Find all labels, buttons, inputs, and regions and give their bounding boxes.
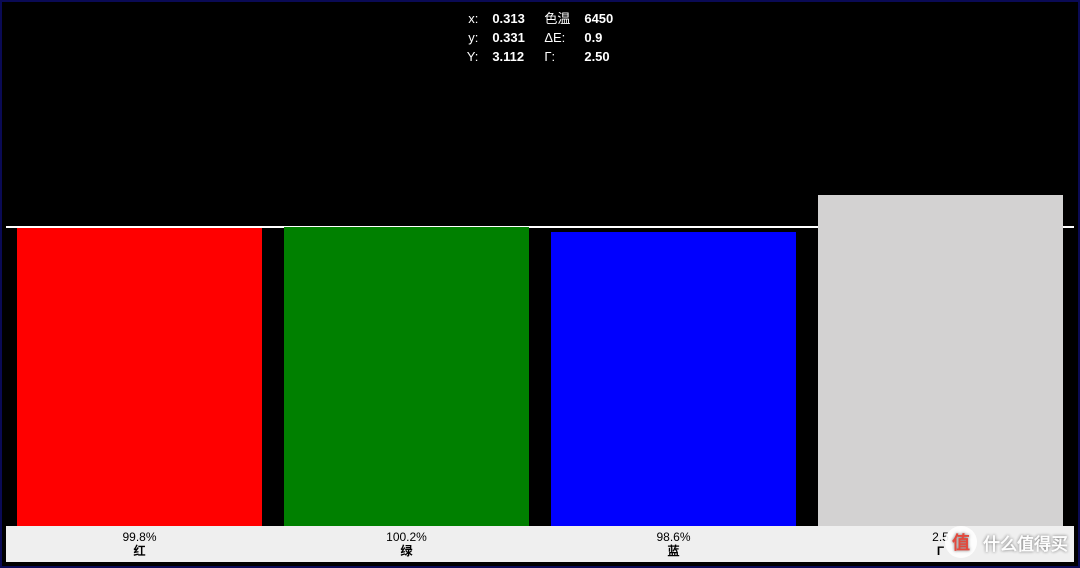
calibration-readout: x: 0.313 色温 6450 y: 0.331 ΔE: 0.9 Y: 3.1… (467, 12, 614, 63)
readout-gamma-label: Γ: (544, 50, 570, 63)
readout-bigy-label: Y: (467, 50, 479, 63)
bar-slot-green (273, 192, 540, 526)
bar-blue (551, 232, 797, 526)
readout-deltae-value: 0.9 (584, 31, 613, 44)
bar-green-percent: 100.2% (386, 530, 427, 544)
readout-y-value: 0.331 (492, 31, 530, 44)
readout-x-value: 0.313 (492, 12, 530, 25)
rgb-balance-chart: 99.8% 红 100.2% 绿 98.6% 蓝 2.5 Γ (6, 192, 1074, 562)
bar-red (17, 228, 263, 526)
bar-green-name: 绿 (400, 544, 412, 558)
bar-slot-blue (540, 192, 807, 526)
label-cell-green: 100.2% 绿 (273, 526, 540, 562)
bar-green (284, 227, 530, 526)
bar-red-percent: 99.8% (122, 530, 156, 544)
bar-slot-gamma (807, 192, 1074, 526)
bar-slot-red (6, 192, 273, 526)
chart-bars (6, 192, 1074, 526)
readout-cct-label: 色温 (544, 12, 570, 25)
bar-gamma (818, 195, 1064, 526)
bar-blue-percent: 98.6% (656, 530, 690, 544)
readout-deltae-label: ΔE: (544, 31, 570, 44)
bar-red-name: 红 (133, 544, 145, 558)
label-cell-gamma: 2.5 Γ (807, 526, 1074, 562)
label-cell-blue: 98.6% 蓝 (540, 526, 807, 562)
readout-x-label: x: (467, 12, 479, 25)
bar-gamma-name: Γ (937, 544, 944, 558)
readout-bigy-value: 3.112 (492, 50, 530, 63)
readout-y-label: y: (467, 31, 479, 44)
bar-blue-name: 蓝 (667, 544, 679, 558)
readout-cct-value: 6450 (584, 12, 613, 25)
readout-gamma-value: 2.50 (584, 50, 613, 63)
chart-plot-area (6, 192, 1074, 526)
bar-gamma-percent: 2.5 (932, 530, 949, 544)
chart-label-strip: 99.8% 红 100.2% 绿 98.6% 蓝 2.5 Γ (6, 526, 1074, 562)
label-cell-red: 99.8% 红 (6, 526, 273, 562)
